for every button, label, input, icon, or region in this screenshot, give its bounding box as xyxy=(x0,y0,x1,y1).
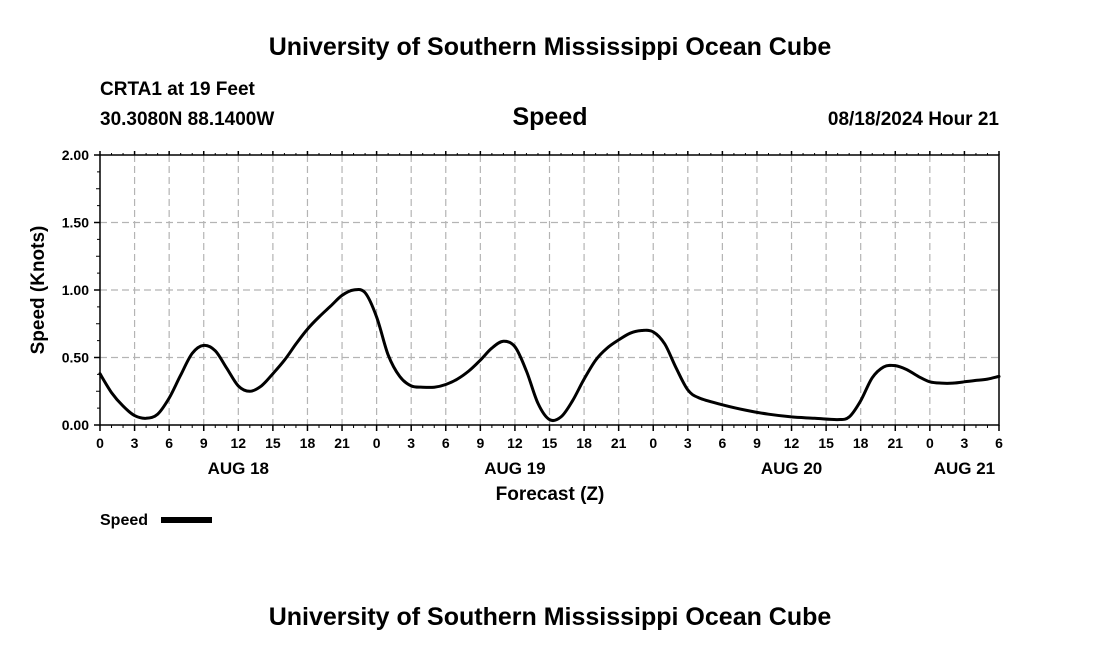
y-tick-label: 2.00 xyxy=(62,147,89,163)
plot-frame xyxy=(99,154,1000,426)
x-tick-label: 18 xyxy=(576,435,592,451)
x-tick-label: 3 xyxy=(961,435,969,451)
x-tick-label: 12 xyxy=(507,435,523,451)
x-tick-label: 21 xyxy=(611,435,627,451)
x-tick-label: 0 xyxy=(96,435,104,451)
grid-lines xyxy=(100,155,999,425)
x-tick-label: 6 xyxy=(995,435,1003,451)
legend-swatch xyxy=(161,517,212,523)
x-tick-label: 0 xyxy=(373,435,381,451)
legend-label: Speed xyxy=(100,512,148,529)
x-tick-labels: 0 3 6 9 12 15 18 21 0 3 6 9 12 15 18 21 0 3 6 9 12 15 18 21 0 3 6 xyxy=(96,435,1003,451)
x-tick-label: 21 xyxy=(887,435,903,451)
x-tick-label: 9 xyxy=(753,435,761,451)
location-label: 30.3080N 88.1400W xyxy=(100,109,274,130)
day-label: AUG 20 xyxy=(761,459,822,478)
bottom-title: University of Southern Mississippi Ocean… xyxy=(269,603,832,631)
top-title: University of Southern Mississippi Ocean… xyxy=(269,33,832,61)
day-label: AUG 18 xyxy=(208,459,269,478)
x-tick-label: 15 xyxy=(542,435,558,451)
legend: Speed xyxy=(100,512,212,529)
y-tick-label: 1.50 xyxy=(62,215,89,231)
x-tick-label: 18 xyxy=(853,435,869,451)
chart-title: Speed xyxy=(512,103,587,131)
y-tick-label: 0.50 xyxy=(62,350,89,366)
x-tick-label: 3 xyxy=(407,435,415,451)
y-tick-label: 0.00 xyxy=(62,417,89,433)
series-layer xyxy=(98,287,1001,423)
x-tick-label: 0 xyxy=(926,435,934,451)
speed-series-line xyxy=(98,287,1001,423)
day-labels: AUG 18 AUG 19 AUG 20 AUG 21 xyxy=(208,459,996,478)
y-tick-labels: 0.00 0.50 1.00 1.50 2.00 xyxy=(62,147,89,433)
x-tick-label: 6 xyxy=(442,435,450,451)
x-tick-label: 12 xyxy=(231,435,247,451)
x-axis-title: Forecast (Z) xyxy=(496,484,605,505)
station-label: CRTA1 at 19 Feet xyxy=(100,79,256,100)
day-label: AUG 19 xyxy=(484,459,545,478)
x-tick-label: 3 xyxy=(131,435,139,451)
x-tick-label: 9 xyxy=(476,435,484,451)
datetime-label: 08/18/2024 Hour 21 xyxy=(828,109,1000,130)
x-tick-label: 6 xyxy=(165,435,173,451)
x-tick-label: 15 xyxy=(818,435,834,451)
x-tick-label: 3 xyxy=(684,435,692,451)
x-tick-label: 6 xyxy=(718,435,726,451)
day-label: AUG 21 xyxy=(934,459,995,478)
x-tick-label: 21 xyxy=(334,435,350,451)
y-axis-title: Speed (Knots) xyxy=(28,226,49,355)
x-tick-label: 12 xyxy=(784,435,800,451)
y-tick-label: 1.00 xyxy=(62,282,89,298)
axis-ticks xyxy=(94,151,1000,431)
x-tick-label: 0 xyxy=(649,435,657,451)
x-tick-label: 15 xyxy=(265,435,281,451)
x-tick-label: 18 xyxy=(300,435,316,451)
x-tick-label: 9 xyxy=(200,435,208,451)
